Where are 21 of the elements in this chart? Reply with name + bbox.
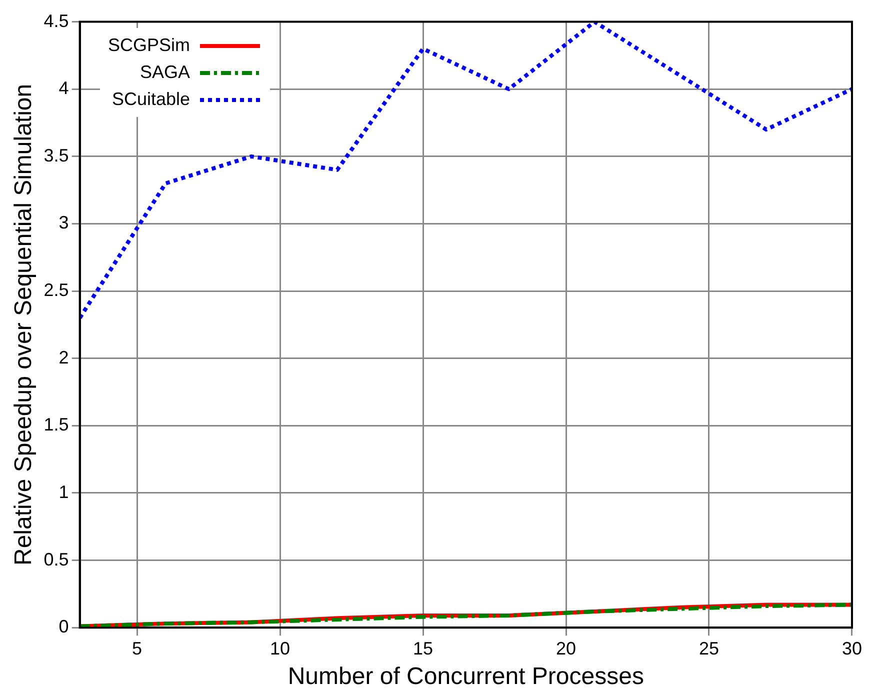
y-tick-label: 1 [58,482,69,502]
y-tick-label: 0.5 [44,549,69,570]
x-tick-label: 20 [556,638,576,658]
y-tick-label: 3.5 [44,145,69,166]
x-tick-label: 10 [270,638,290,658]
x-tick-label: 5 [132,638,142,658]
y-tick-label: 2 [58,347,69,368]
y-tick-label: 4.5 [44,10,69,31]
x-tick-label: 25 [698,638,720,658]
legend-label: SAGA [140,62,190,83]
legend-label: SCuitable [112,89,190,110]
x-tick-label: 15 [412,638,434,658]
y-tick-label: 1.5 [44,414,69,435]
legend-label: SCGPSim [108,35,190,56]
x-axis-title: Number of Concurrent Processes [288,663,644,690]
y-tick-label: 4 [58,78,69,98]
y-tick-label: 0 [58,616,69,637]
y-axis-title: Relative Speedup over Sequential Simulation [10,84,38,566]
y-tick-label: 3 [58,212,69,233]
x-tick-label: 30 [842,638,862,658]
y-tick-label: 2.5 [44,280,69,300]
